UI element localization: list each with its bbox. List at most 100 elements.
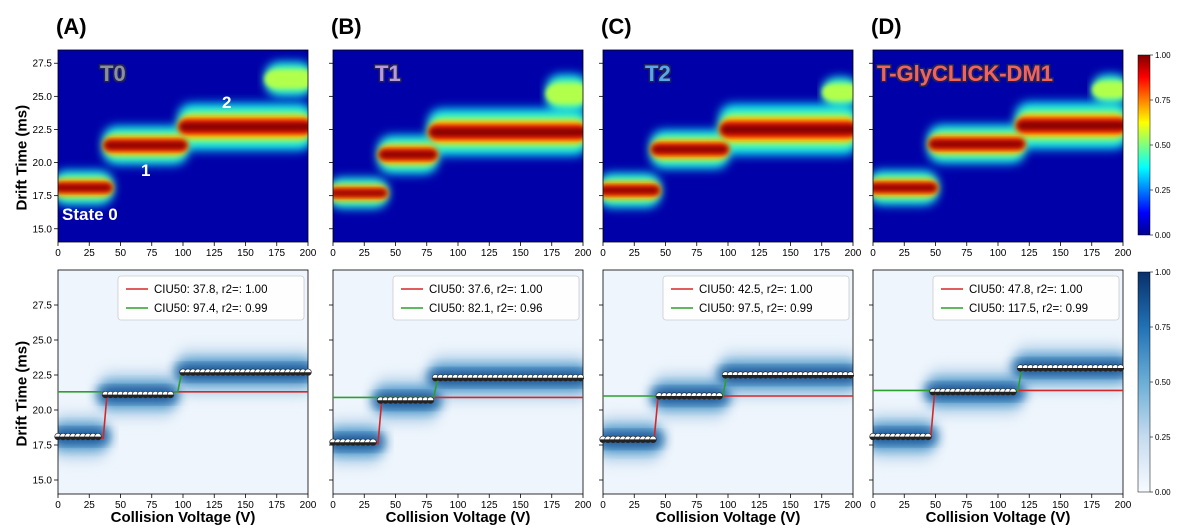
heatmap-band <box>1016 121 1123 130</box>
x-tick-label: 175 <box>1083 248 1100 259</box>
colorbar-gradient <box>1137 271 1151 493</box>
x-tick-label: 150 <box>237 500 254 511</box>
x-tick-label: 25 <box>899 500 911 511</box>
legend-entry: CIU50: 37.6, r2=: 1.00 <box>429 284 542 296</box>
heatmap-band <box>179 122 308 132</box>
panel-bottom-t2: 0 25 50 75 100 125 150 175 200 CIU50: 42.5, r2=: … <box>599 269 862 511</box>
x-tick-label: 125 <box>206 248 223 259</box>
x-tick-label: 100 <box>450 248 467 259</box>
feature-centroids <box>599 371 855 444</box>
x-tick-label: 0 <box>55 500 61 511</box>
y-tick-label: 17.5 <box>33 191 53 202</box>
x-tick-label: 50 <box>115 248 127 259</box>
x-tick-label: 100 <box>720 248 737 259</box>
x-tick-label: 25 <box>629 500 641 511</box>
heatmap-band <box>824 89 853 96</box>
x-tick-label: 100 <box>175 248 192 259</box>
colorbar-tick-label: 0.00 <box>1155 488 1171 497</box>
colorbar-tick-label: 0.75 <box>1155 323 1171 332</box>
heatmap-intensity <box>603 77 853 208</box>
heatmap-band <box>547 90 583 98</box>
y-tick-label: 15.0 <box>33 224 53 235</box>
x-tick-label: 75 <box>146 500 158 511</box>
y-tick-label: 25.0 <box>33 336 53 347</box>
x-tick-label: 50 <box>390 500 402 511</box>
y-tick-label: 22.5 <box>33 125 53 136</box>
y-axis-title: Drift Time (ms) <box>13 340 31 447</box>
x-tick-label: 100 <box>175 500 192 511</box>
x-tick-label: 150 <box>782 248 799 259</box>
panel-letter: (C) <box>601 14 632 39</box>
panel-letter: (D) <box>871 14 902 39</box>
y-tick-label: 25.0 <box>33 92 53 103</box>
feature-centroids <box>329 374 585 446</box>
x-axis-title: Collision Voltage (V) <box>925 509 1071 526</box>
panel-title: T-GlyCLICK-DM1 <box>877 61 1053 86</box>
x-tick-label: 25 <box>359 500 371 511</box>
colorbar-tick-label: 1.00 <box>1155 268 1171 277</box>
panel-top-t0: 0 25 50 75 100 125 150 175 200 27.5 25.0 22.5 20.0 17… <box>33 49 317 259</box>
panel-letter: (A) <box>56 14 87 39</box>
x-tick-label: 50 <box>390 248 402 259</box>
x-tick-label: 150 <box>1052 248 1069 259</box>
x-tick-label: 125 <box>481 500 498 511</box>
centroid-point-shade <box>577 377 584 382</box>
x-tick-label: 200 <box>575 500 592 511</box>
heatmap-intensity <box>58 62 308 205</box>
colorbar-tick-label: 0.25 <box>1155 433 1171 442</box>
x-tick-label: 200 <box>1115 500 1132 511</box>
legend-entry: CIU50: 47.8, r2=: 1.00 <box>969 284 1082 296</box>
x-tick-label: 25 <box>899 248 911 259</box>
centroid-point-shade <box>94 436 102 440</box>
y-tick-label: 15.0 <box>33 476 53 487</box>
x-tick-label: 75 <box>961 248 973 259</box>
panel-bottom-t0: 0 25 50 75 100 125 150 175 200 27.5 25.0 22.5 20.0 17… <box>33 269 317 511</box>
y-tick-label: 17.5 <box>33 441 53 452</box>
legend-box <box>117 275 305 321</box>
x-axis-title: Collision Voltage (V) <box>655 509 801 526</box>
legend: CIU50: 37.6, r2=: 1.00 CIU50: 82.1, r2=: … <box>392 275 580 321</box>
x-tick-label: 75 <box>691 500 703 511</box>
heatmap-band <box>333 190 387 196</box>
x-tick-label: 175 <box>268 248 285 259</box>
centroid-point-shade <box>369 442 377 446</box>
colorbar-tick-label: 0.50 <box>1155 141 1171 150</box>
heatmap-intensity <box>333 74 583 208</box>
centroid-point-shade <box>1117 368 1124 372</box>
legend: CIU50: 37.8, r2=: 1.00 CIU50: 97.4, r2=: … <box>117 275 305 321</box>
x-tick-label: 200 <box>300 248 317 259</box>
centroid-point-shade <box>427 400 434 404</box>
centroid-point-shade <box>167 394 174 398</box>
x-tick-label: 125 <box>1021 500 1038 511</box>
x-tick-label: 125 <box>751 248 768 259</box>
x-tick-label: 175 <box>813 248 830 259</box>
x-tick-label: 100 <box>720 500 737 511</box>
heatmap-band <box>603 187 660 194</box>
y-axis-title: Drift Time (ms) <box>13 104 31 211</box>
legend-entry: CIU50: 42.5, r2=: 1.00 <box>699 284 812 296</box>
centroid-point-shade <box>924 436 932 440</box>
legend-box <box>662 275 850 321</box>
x-tick-label: 0 <box>870 500 876 511</box>
x-tick-label: 150 <box>512 500 529 511</box>
x-tick-label: 75 <box>961 500 973 511</box>
x-tick-label: 50 <box>930 500 942 511</box>
colorbar-tick-label: 0.75 <box>1155 96 1171 105</box>
panel-title: T2 <box>645 61 671 86</box>
x-tick-label: 0 <box>330 500 336 511</box>
x-tick-label: 200 <box>300 500 317 511</box>
legend-box <box>932 275 1120 321</box>
x-tick-label: 25 <box>84 500 96 511</box>
colorbar-tick-label: 0.25 <box>1155 186 1171 195</box>
x-tick-label: 100 <box>450 500 467 511</box>
colorbar-top: 1.00 0.75 0.50 0.25 0.00 <box>1137 51 1171 240</box>
x-tick-label: 50 <box>930 248 942 259</box>
x-tick-label: 50 <box>660 500 672 511</box>
x-tick-label: 25 <box>84 248 96 259</box>
x-tick-label: 200 <box>1115 248 1132 259</box>
legend-entry: CIU50: 82.1, r2=: 0.96 <box>429 303 542 315</box>
x-tick-label: 125 <box>481 248 498 259</box>
x-tick-label: 150 <box>512 248 529 259</box>
state-label: State 0 <box>62 205 118 224</box>
heatmap-band <box>429 127 583 137</box>
